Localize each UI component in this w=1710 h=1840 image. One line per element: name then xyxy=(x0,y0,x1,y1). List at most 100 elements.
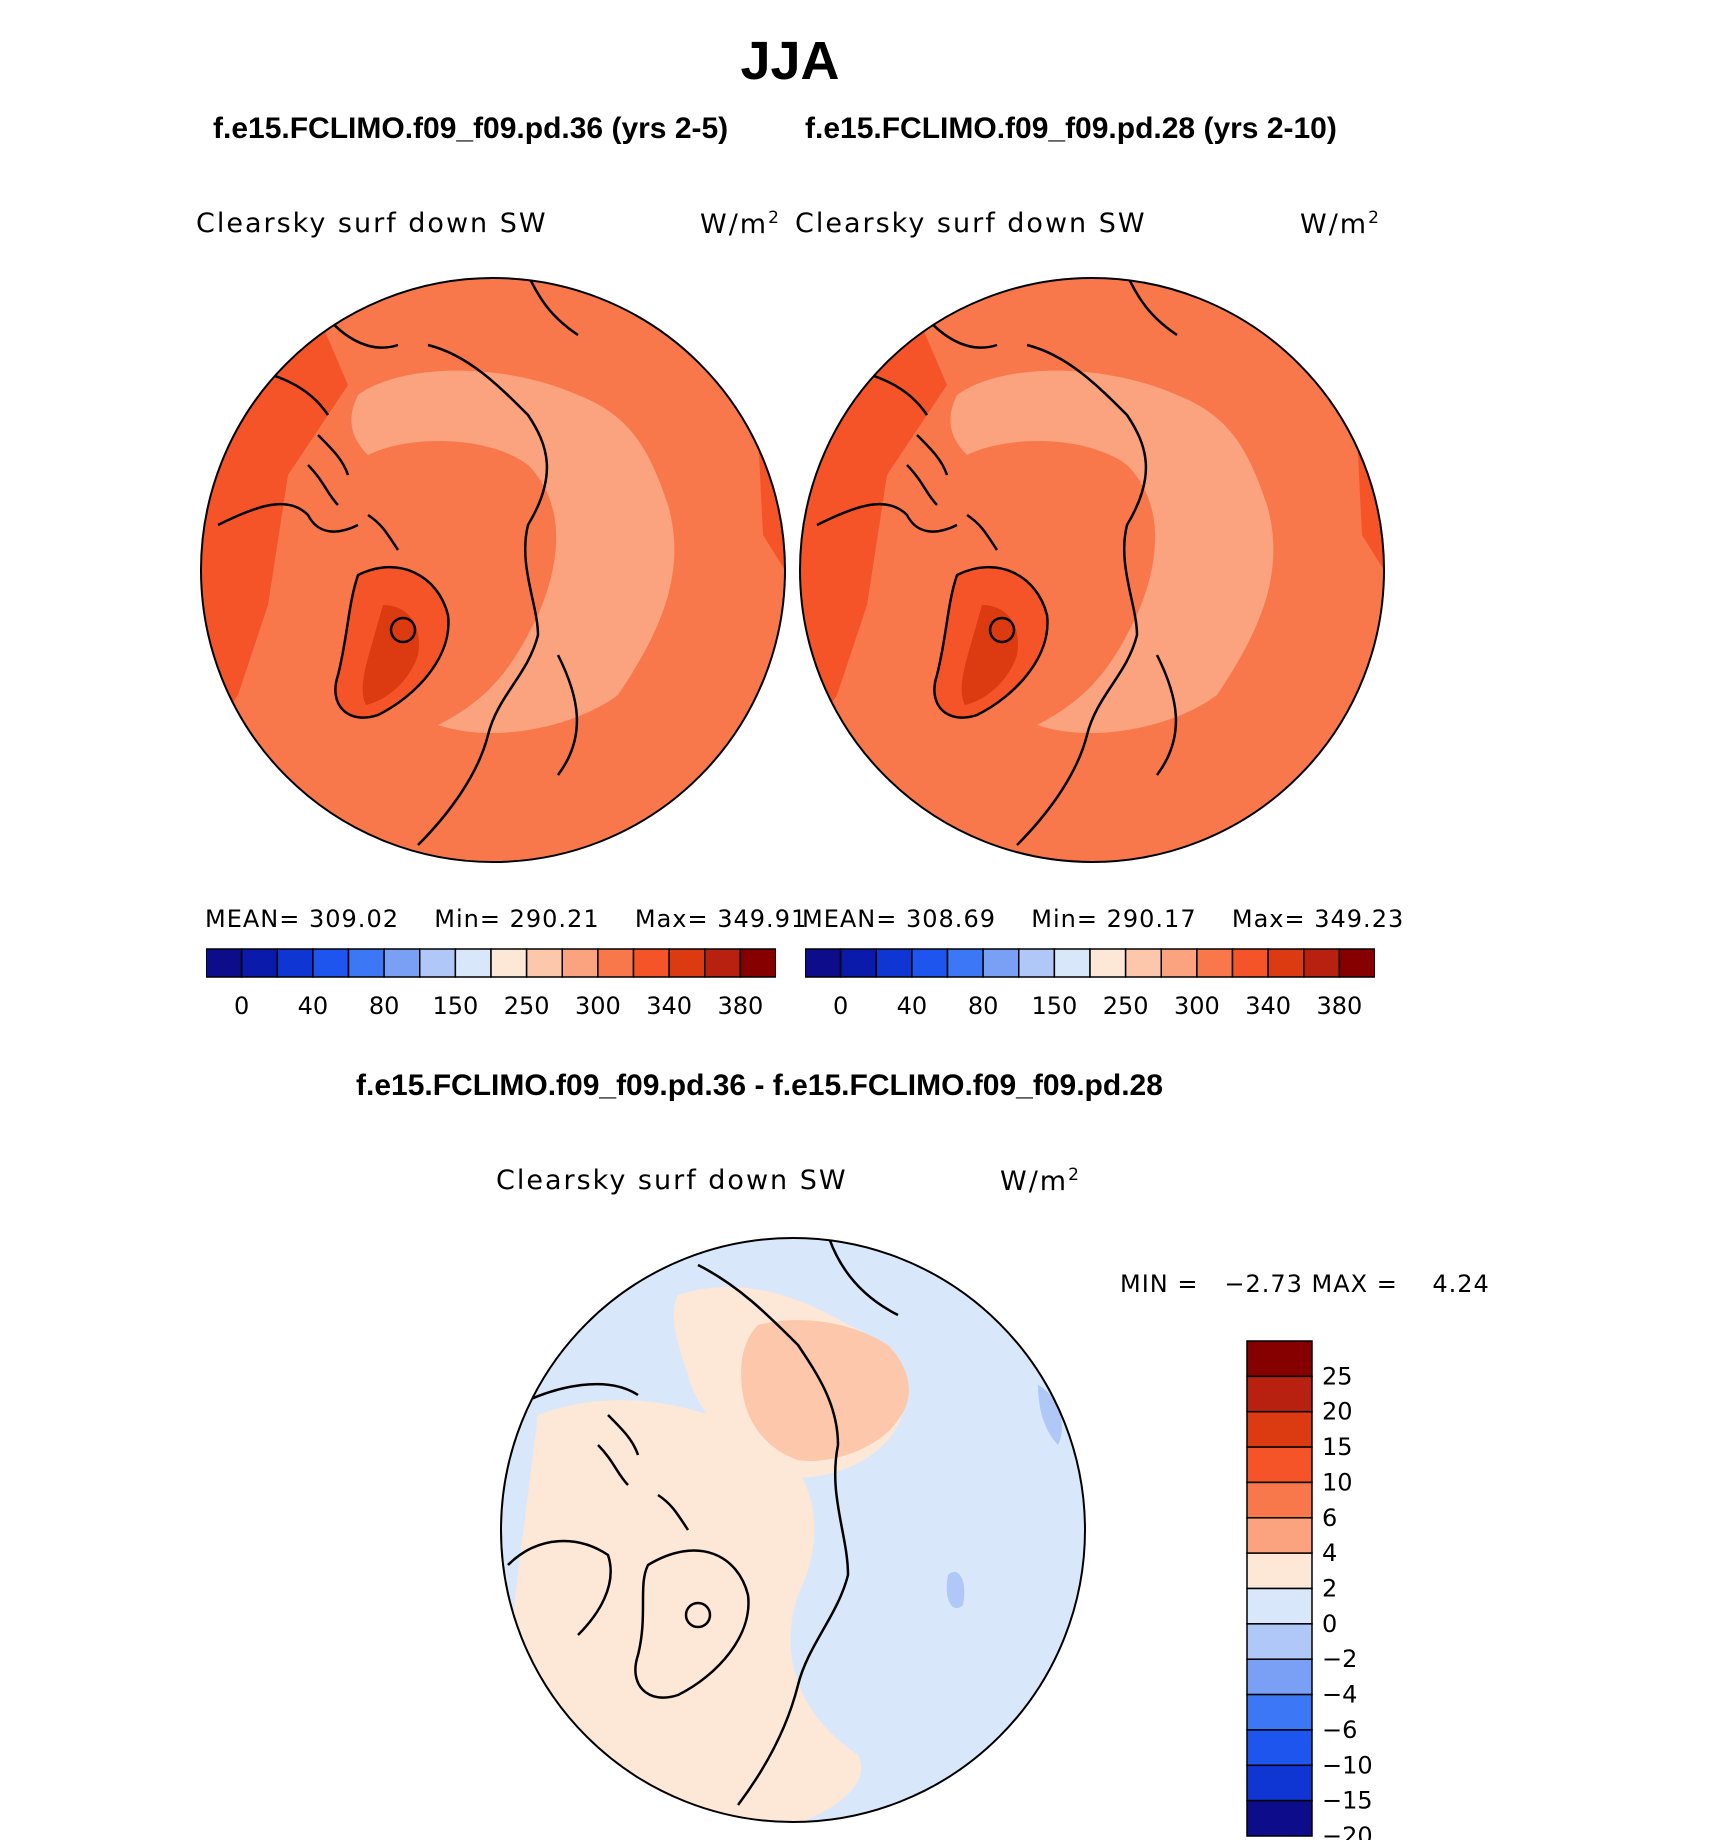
colorbar-box xyxy=(454,948,492,978)
colorbar-box xyxy=(1246,1375,1313,1413)
units-text: W/m xyxy=(700,209,769,240)
colorbar-box xyxy=(982,948,1020,978)
colorbar-tick-label: 25 xyxy=(1322,1362,1353,1390)
colorbar-tick-label: −6 xyxy=(1322,1716,1357,1744)
colorbar-box xyxy=(1160,948,1198,978)
colorbar-tick-label: 15 xyxy=(1322,1433,1353,1461)
colorbar-tick-label: 4 xyxy=(1322,1539,1337,1567)
colorbar-tick-label: −4 xyxy=(1322,1681,1357,1709)
colorbar-box xyxy=(1231,948,1269,978)
panel-units-left: W/m2 xyxy=(700,208,781,240)
colorbar-box xyxy=(1018,948,1056,978)
max-value: 349.91 xyxy=(717,905,808,933)
units-text: W/m xyxy=(1000,1166,1069,1197)
colorbar-box xyxy=(668,948,706,978)
colorbar-box xyxy=(805,948,842,978)
units-text: W/m xyxy=(1300,209,1369,240)
colorbar-box xyxy=(1246,1623,1313,1660)
colorbar-box xyxy=(1246,1481,1313,1519)
case-title-right: f.e15.FCLIMO.f09_f09.pd.28 (yrs 2-10) xyxy=(805,112,1337,145)
colorbar-box xyxy=(946,948,984,978)
min-value: 290.17 xyxy=(1106,905,1197,933)
colorbar-tick-label: −10 xyxy=(1322,1751,1373,1779)
colorbar-tick-label: 380 xyxy=(717,992,763,1018)
mean-label: MEAN= xyxy=(802,905,898,933)
colorbar-box xyxy=(1246,1729,1313,1767)
colorbar-box xyxy=(1246,1799,1313,1837)
coastline-greenland xyxy=(634,1549,750,1699)
iceland-outline xyxy=(389,616,417,644)
colorbar-box xyxy=(1246,1693,1313,1731)
colorbar-tick-label: 380 xyxy=(1316,992,1362,1018)
colorbar-box xyxy=(347,948,385,978)
colorbar-box xyxy=(632,948,670,978)
panel-variable-right: Clearsky surf down SW xyxy=(795,208,1147,239)
polar-map-diff xyxy=(500,1237,1086,1823)
colorbar-tick-label: −15 xyxy=(1322,1787,1373,1815)
colorbar-tick-label: 40 xyxy=(897,992,928,1018)
colorbar-box xyxy=(1246,1517,1313,1554)
colorbar-tick-label: 2 xyxy=(1322,1575,1337,1603)
colorbar-box xyxy=(1246,1658,1313,1696)
colorbar-tick-label: 20 xyxy=(1322,1398,1353,1426)
colorbar-tick-label: 250 xyxy=(1103,992,1149,1018)
diff-min-max: MIN = −2.73 MAX = 4.24 xyxy=(1120,1270,1490,1298)
colorbar-tick-label: 340 xyxy=(646,992,692,1018)
negative-patch-south xyxy=(946,1571,965,1609)
colorbar-tick-label: 300 xyxy=(1174,992,1220,1018)
diff-case-title: f.e15.FCLIMO.f09_f09.pd.36 - f.e15.FCLIM… xyxy=(356,1069,1163,1102)
colorbar-box xyxy=(1124,948,1162,978)
colorbar-box xyxy=(1196,948,1234,978)
colorbar-box xyxy=(1267,948,1305,978)
coastline-arctic-islands xyxy=(307,434,400,551)
coastline-greenland xyxy=(933,565,1049,719)
colorbar-box xyxy=(1246,1340,1313,1378)
colorbar-box xyxy=(1246,1410,1313,1448)
diff-variable: Clearsky surf down SW xyxy=(496,1165,848,1196)
colorbar-box xyxy=(739,948,776,978)
colorbar-box xyxy=(597,948,635,978)
colorbar-tick-label: 150 xyxy=(432,992,478,1018)
mean-value: 309.02 xyxy=(309,905,399,933)
colorbar-tick-label: 40 xyxy=(298,992,329,1018)
colorbar-tick-label: 0 xyxy=(1322,1610,1337,1638)
colorbar-tick-label: 6 xyxy=(1322,1504,1337,1532)
min-value: 290.21 xyxy=(509,905,600,933)
colorbar-box xyxy=(240,948,278,978)
polar-map-right xyxy=(799,277,1385,863)
stats-left: MEAN= 309.02 Min= 290.21 Max= 349.91 xyxy=(205,905,807,933)
map-boundary xyxy=(799,277,1385,863)
coastline-greenland xyxy=(334,565,450,719)
greenland-core-region xyxy=(362,605,419,705)
max-value: 349.23 xyxy=(1314,905,1405,933)
colorbar-box xyxy=(1338,948,1375,978)
mean-value: 308.69 xyxy=(906,905,996,933)
colorbar-box xyxy=(312,948,350,978)
mean-label: MEAN= xyxy=(205,905,301,933)
colorbar-box xyxy=(704,948,742,978)
colorbar-right: 0 40 80 150 250 300 340 380 xyxy=(805,948,1375,1018)
cool-arc-region xyxy=(950,370,1274,734)
colorbar-tick-label: 0 xyxy=(833,992,848,1018)
units-exponent: 2 xyxy=(1368,208,1381,228)
colorbar-box xyxy=(1246,1446,1313,1484)
greenland-core-region xyxy=(961,605,1018,705)
colorbar-box xyxy=(839,948,877,978)
stats-right: MEAN= 308.69 Min= 290.17 Max= 349.23 xyxy=(802,905,1404,933)
coastline-arctic-islands xyxy=(906,434,999,551)
colorbar-tick-label: 250 xyxy=(504,992,550,1018)
coastline-arctic-islands xyxy=(597,1414,690,1531)
colorbar-tick-label: 340 xyxy=(1245,992,1291,1018)
colorbar-tick-label: 80 xyxy=(369,992,400,1018)
max-label: Max= xyxy=(1231,905,1306,933)
main-title: JJA xyxy=(740,31,840,91)
coastline-eurasia xyxy=(697,1238,899,1806)
colorbar-box xyxy=(206,948,243,978)
colorbar-tick-label: 0 xyxy=(234,992,249,1018)
colorbar-box xyxy=(1053,948,1091,978)
case-title-left: f.e15.FCLIMO.f09_f09.pd.36 (yrs 2-5) xyxy=(213,112,729,145)
colorbar-tick-label: 150 xyxy=(1031,992,1077,1018)
colorbar-tick-label: 80 xyxy=(968,992,999,1018)
iceland-outline xyxy=(684,1601,712,1629)
